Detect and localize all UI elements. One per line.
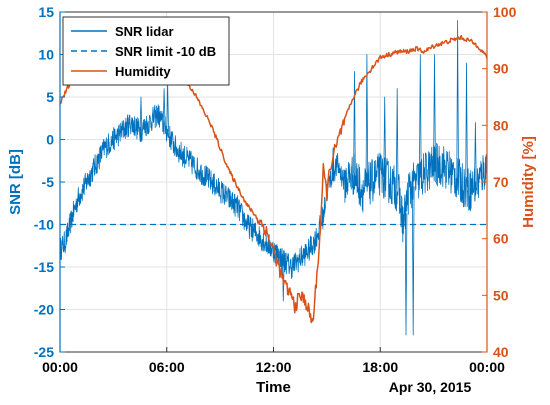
y-left-tick-label: 10 (38, 47, 54, 63)
y-left-tick-label: -20 (34, 302, 54, 318)
y-left-tick-label: -5 (42, 174, 55, 190)
y-right-tick-label: 40 (493, 344, 509, 360)
x-tick-label: 18:00 (362, 359, 398, 375)
x-tick-label: 12:00 (256, 359, 292, 375)
x-axis-label: Time (256, 379, 291, 396)
y-right-tick-label: 70 (493, 174, 509, 190)
y-right-tick-label: 50 (493, 287, 509, 303)
legend-box (62, 16, 230, 86)
y-left-tick-label: 5 (46, 89, 54, 105)
legend-entry-label: SNR limit -10 dB (115, 44, 216, 59)
y-left-tick-label: 0 (46, 132, 54, 148)
legend: SNR lidar SNR limit -10 dB Humidity (62, 16, 230, 86)
x-tick-label: 00:00 (469, 359, 505, 375)
y-axis-left-label: SNR [dB] (7, 149, 24, 215)
y-left-tick-label: -10 (34, 217, 54, 233)
series-layer (59, 20, 488, 336)
x-tick-label: 06:00 (149, 359, 185, 375)
legend-entry-label: Humidity (115, 64, 171, 79)
y-right-tick-label: 100 (493, 4, 517, 20)
y-left-tick-label: 15 (38, 4, 54, 20)
y-left-tick-label: -25 (34, 344, 54, 360)
y-axis-right-label: Humidity [%] (520, 136, 537, 228)
y-right-tick-label: 90 (493, 61, 509, 77)
y-right-tick-label: 80 (493, 117, 509, 133)
date-annotation: Apr 30, 2015 (389, 379, 472, 395)
axes: 00:00 06:00 12:00 18:00 00:00151050-5-10-15-… (34, 4, 517, 375)
legend-entry-label: SNR lidar (115, 24, 174, 39)
x-tick-label: 00:00 (42, 359, 78, 375)
y-right-tick-label: 60 (493, 231, 509, 247)
y-left-tick-label: -15 (34, 259, 54, 275)
